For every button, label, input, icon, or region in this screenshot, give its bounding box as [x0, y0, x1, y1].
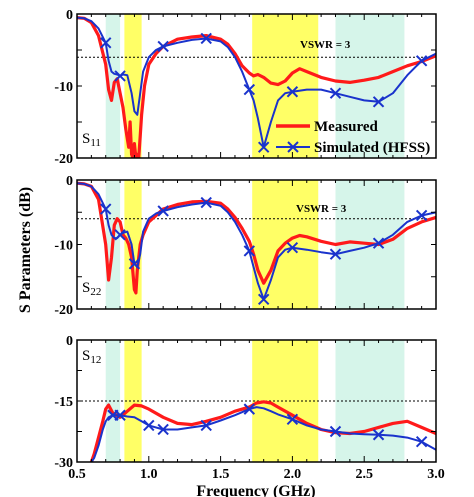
data-marker — [243, 403, 256, 415]
x-tick-label: 0.5 — [68, 467, 86, 482]
y-tick-label: -10 — [54, 239, 73, 254]
band-cyan-0 — [105, 340, 121, 462]
panel-s22-vswr-label: VSWR = 3 — [296, 203, 347, 215]
legend-marker-simulated — [287, 141, 299, 153]
data-marker — [329, 248, 342, 260]
panel-s11-curves — [77, 16, 436, 158]
data-marker — [286, 86, 299, 98]
data-marker — [329, 87, 342, 99]
x-tick-labels: 0.5 1.0 1.5 2.0 2.5 3.0 — [68, 467, 445, 482]
data-marker — [100, 203, 112, 215]
panel-s12-axes: 0 -15 -30 — [54, 334, 437, 471]
data-marker — [157, 423, 169, 436]
data-marker — [100, 37, 112, 49]
panel-s11-label: S11 — [82, 131, 101, 149]
legend-label-simulated: Simulated (HFSS) — [314, 140, 430, 156]
panel-s12: 0 -15 -30 S12 — [54, 334, 437, 471]
y-tick-label: -10 — [54, 80, 73, 95]
x-tick-label: 1.5 — [212, 467, 230, 482]
x-tick-label: 2.5 — [355, 467, 373, 482]
panel-s11-vswr-label: VSWR = 3 — [300, 39, 351, 51]
y-tick-label: 0 — [66, 334, 73, 349]
legend-label-measured: Measured — [314, 119, 379, 135]
data-marker — [200, 32, 212, 45]
data-marker — [372, 429, 385, 441]
data-marker — [114, 229, 126, 241]
data-marker — [114, 409, 126, 421]
data-marker — [200, 419, 212, 432]
data-marker — [372, 96, 385, 108]
x-tick-label: 2.0 — [284, 467, 302, 482]
panel-s22-curves — [77, 181, 436, 306]
y-tick-label: -20 — [54, 303, 73, 318]
y-tick-label: -20 — [54, 152, 73, 167]
y-tick-label: 0 — [66, 8, 73, 23]
data-marker — [286, 242, 299, 254]
y-tick-label: 0 — [66, 174, 73, 189]
panel-s22: 0 -10 -20 S22 VSWR = 3 — [54, 174, 437, 318]
panel-s11: 0 -10 -20 S11 VSWR = 3 Measured Simulated … — [54, 8, 437, 167]
data-marker — [243, 83, 256, 96]
y-axis-title: S Parameters (dB) — [17, 187, 34, 313]
data-marker — [157, 40, 169, 53]
panel-s12-label: S12 — [82, 348, 101, 366]
data-marker — [143, 419, 155, 432]
data-marker — [257, 293, 270, 306]
data-marker — [243, 245, 256, 257]
series-line-measured — [77, 181, 436, 295]
y-tick-label: -15 — [54, 395, 73, 410]
panel-s22-label: S22 — [82, 280, 101, 298]
band-yellow-2 — [252, 14, 319, 158]
data-marker — [114, 70, 126, 82]
panel-s12-curves — [89, 400, 436, 462]
panel-s11-axes: 0 -10 -20 — [54, 8, 437, 167]
data-marker — [257, 141, 270, 153]
data-marker — [157, 205, 169, 217]
data-marker — [200, 196, 212, 209]
x-tick-label: 1.0 — [140, 467, 158, 482]
data-marker — [286, 413, 299, 426]
legend: Measured Simulated (HFSS) — [276, 119, 430, 156]
data-marker — [415, 435, 428, 448]
data-marker — [372, 237, 385, 249]
series-line-measured — [89, 400, 436, 462]
data-marker — [415, 55, 428, 67]
y-tick-label: -30 — [54, 456, 73, 471]
series-line-measured — [77, 16, 436, 158]
data-marker — [128, 258, 141, 270]
panel-s22-bands — [105, 180, 405, 309]
x-tick-label: 3.0 — [427, 467, 445, 482]
x-axis-title: Frequency (GHz) — [196, 483, 315, 497]
panel-s11-bands — [105, 14, 405, 158]
panel-s22-axes: 0 -10 -20 — [54, 174, 437, 318]
band-cyan-3 — [335, 14, 405, 158]
data-marker — [415, 209, 428, 222]
data-marker — [329, 425, 342, 438]
